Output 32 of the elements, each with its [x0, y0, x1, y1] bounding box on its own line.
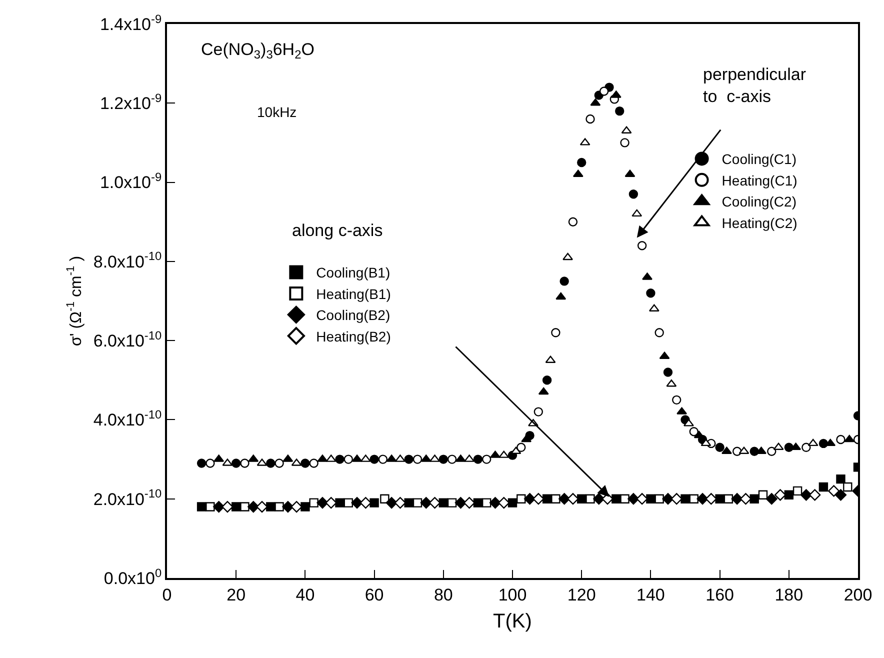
y-tick-label: 6.0x10$^{-10}$ — [93, 328, 162, 351]
legend-label: Cooling(C1) — [722, 151, 796, 168]
legend-label: Cooling(B2) — [316, 307, 390, 324]
annotation: perpendicular to c-axis — [703, 65, 806, 106]
annotation: along c-axis — [292, 221, 383, 240]
x-tick-label: 180 — [774, 585, 804, 604]
legend-label: Heating(C2) — [722, 214, 798, 231]
legend-label: Cooling(B1) — [316, 264, 390, 281]
x-tick-label: 100 — [498, 585, 527, 604]
y-tick-label: 2.0x10$^{-10}$ — [93, 486, 162, 509]
y-tick-label: 1.2x10$^{-9}$ — [100, 90, 162, 114]
y-tick-label: 8.0x10$^{-10}$ — [93, 249, 162, 272]
annotation: Ce(NO$_{3}$)$_{3}$6H$_{2}$O — [201, 40, 314, 62]
y-tick-label: 1.0x10$^{-9}$ — [100, 170, 162, 192]
annotation: 10kHz — [257, 104, 297, 120]
x-tick-label: 160 — [706, 585, 734, 604]
y-tick-label: 4.0x10$^{-10}$ — [93, 408, 162, 430]
y-tick-label: 0.0x10$^{0}$ — [104, 566, 162, 588]
x-axis-title: T(K) — [493, 610, 532, 632]
x-tick-label: 0 — [162, 585, 172, 604]
y-tick-label: 1.4x10$^{-9}$ — [100, 12, 162, 34]
legend-label: Heating(B2) — [316, 328, 391, 344]
x-tick-label: 60 — [364, 585, 384, 604]
legend-label: Cooling(C2) — [722, 194, 796, 210]
x-tick-label: 200 — [844, 585, 872, 604]
legend-label: Heating(B1) — [316, 286, 391, 302]
x-tick-label: 120 — [567, 585, 596, 604]
x-tick-label: 40 — [296, 585, 315, 604]
x-tick-label: 140 — [636, 585, 665, 604]
x-tick-label: 20 — [226, 585, 246, 604]
x-tick-label: 80 — [434, 585, 453, 604]
legend-label: Heating(C1) — [722, 172, 798, 188]
